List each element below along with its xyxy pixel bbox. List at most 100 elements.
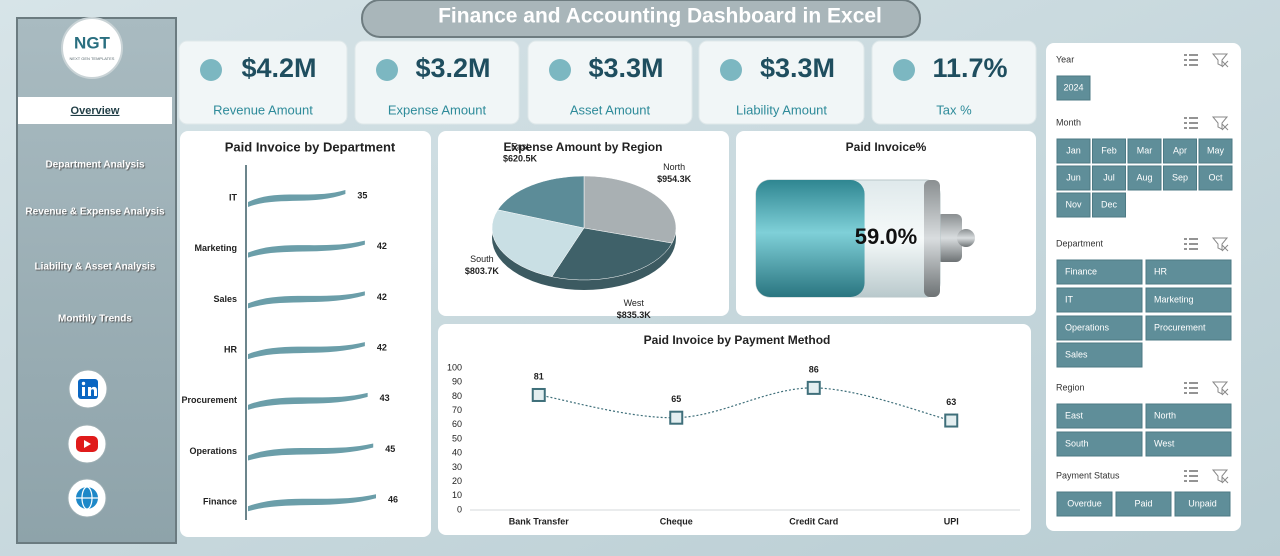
slicer-item[interactable]: Aug xyxy=(1136,172,1152,182)
slicer-item[interactable]: Jun xyxy=(1066,172,1081,182)
slicer-button[interactable] xyxy=(1163,138,1197,164)
panel xyxy=(180,131,431,537)
bar xyxy=(248,342,365,360)
y-tick-label: 0 xyxy=(457,504,462,514)
multi-select-icon[interactable] xyxy=(1184,470,1198,482)
slicer-item[interactable]: Sep xyxy=(1172,172,1188,182)
kpi-label: Revenue Amount xyxy=(213,102,313,117)
slicer-item[interactable]: Jul xyxy=(1103,172,1115,182)
slicer-item[interactable]: Unpaid xyxy=(1188,498,1217,508)
slicer-item[interactable]: Finance xyxy=(1065,266,1097,276)
clear-filter-icon[interactable] xyxy=(1211,237,1229,252)
slicer-button[interactable] xyxy=(1056,431,1143,457)
line xyxy=(538,387,952,422)
marker xyxy=(669,410,684,425)
slicer-item[interactable]: East xyxy=(1065,410,1084,420)
kpi-card xyxy=(871,40,1037,125)
bar xyxy=(248,240,365,258)
chart-title: Expense Amount by Region xyxy=(504,140,663,154)
slice-category: South xyxy=(470,254,494,264)
kpi-label: Tax % xyxy=(936,102,972,117)
nav-active[interactable] xyxy=(18,97,172,124)
clear-filter-icon[interactable] xyxy=(1211,381,1229,396)
slicer-item[interactable]: Mar xyxy=(1137,145,1153,155)
slicer-item[interactable]: Procurement xyxy=(1154,322,1206,332)
slicer-button[interactable] xyxy=(1163,165,1197,191)
data-label: 35 xyxy=(357,190,367,200)
clear-filter-icon[interactable] xyxy=(1211,53,1229,68)
slicer-button[interactable] xyxy=(1174,491,1231,517)
social-icons xyxy=(67,369,108,518)
slicer-button[interactable] xyxy=(1127,165,1162,191)
slicer-item[interactable]: Dec xyxy=(1101,199,1118,209)
kpi-label: Expense Amount xyxy=(388,102,487,117)
data-label: 46 xyxy=(388,495,398,505)
multi-select-icon[interactable] xyxy=(1184,382,1198,394)
category-label: Marketing xyxy=(194,243,237,253)
slicer-button[interactable] xyxy=(1092,138,1126,164)
kpi-card xyxy=(527,40,693,125)
slicer-button[interactable] xyxy=(1056,192,1091,218)
slicer-item[interactable]: Marketing xyxy=(1154,294,1194,304)
nav-item[interactable]: Monthly Trends xyxy=(58,314,132,325)
linkedin-glyph xyxy=(88,386,97,396)
slicer-button[interactable] xyxy=(1056,403,1143,429)
y-tick-label: 40 xyxy=(452,448,462,458)
slicer-item[interactable]: Operations xyxy=(1065,322,1110,332)
slicer-button[interactable] xyxy=(1198,138,1233,164)
slicer-button[interactable] xyxy=(1056,259,1143,285)
clear-filter-icon[interactable] xyxy=(1211,469,1229,484)
slicer-button[interactable] xyxy=(1198,165,1233,191)
battery-cap xyxy=(924,180,940,297)
slicer-item[interactable]: Apr xyxy=(1173,145,1187,155)
pie-slice xyxy=(497,175,585,229)
slicer-item[interactable]: West xyxy=(1154,438,1175,448)
nav-item[interactable]: Overview xyxy=(71,105,120,117)
slicer-item[interactable]: South xyxy=(1065,438,1089,448)
slicer-item[interactable]: North xyxy=(1154,410,1176,420)
slicer-button[interactable] xyxy=(1127,138,1162,164)
slicer-button[interactable] xyxy=(1056,138,1091,164)
slicer-item[interactable]: Jan xyxy=(1066,145,1081,155)
nav-item[interactable]: Department Analysis xyxy=(45,160,145,171)
nav-item[interactable]: Revenue & Expense Analysis xyxy=(25,207,165,218)
slicer-button[interactable] xyxy=(1092,192,1126,218)
slicer-button[interactable] xyxy=(1056,287,1143,313)
slicer-button[interactable] xyxy=(1145,403,1232,429)
slicer-button[interactable] xyxy=(1056,342,1143,368)
slicer-button[interactable] xyxy=(1056,491,1113,517)
slicer-item[interactable]: Feb xyxy=(1101,145,1117,155)
slicer-item[interactable]: 2024 xyxy=(1063,82,1083,92)
slicer-button[interactable] xyxy=(1115,491,1172,517)
kpi-value: $4.2M xyxy=(241,53,316,83)
y-tick-label: 10 xyxy=(452,490,462,500)
x-tick-label: Cheque xyxy=(660,516,693,526)
slicer-item[interactable]: Oct xyxy=(1208,172,1223,182)
multi-select-icon[interactable] xyxy=(1184,238,1198,250)
slicer-button[interactable] xyxy=(1145,287,1232,313)
slicer-item[interactable]: Paid xyxy=(1134,498,1152,508)
slicer-item[interactable]: HR xyxy=(1154,266,1167,276)
pie-slice xyxy=(551,227,673,281)
slicer-button[interactable] xyxy=(1056,315,1143,341)
multi-select-icon[interactable] xyxy=(1184,117,1198,129)
slicer-item[interactable]: Overdue xyxy=(1067,498,1102,508)
slicer-button[interactable] xyxy=(1145,315,1232,341)
y-tick-label: 70 xyxy=(452,405,462,415)
slicer-item[interactable]: Sales xyxy=(1065,349,1088,359)
slicer-button[interactable] xyxy=(1092,165,1126,191)
kpi-card xyxy=(698,40,865,125)
slicer-item[interactable]: May xyxy=(1207,145,1225,155)
clear-filter-icon[interactable] xyxy=(1211,116,1229,131)
multi-select-icon[interactable] xyxy=(1184,54,1198,66)
nav-item[interactable]: Liability & Asset Analysis xyxy=(35,262,156,273)
slicer-button[interactable] xyxy=(1056,165,1091,191)
slicer-item[interactable]: Nov xyxy=(1065,199,1082,209)
slicer-button[interactable] xyxy=(1145,431,1232,457)
logo-text: NGT xyxy=(74,33,111,52)
slicer-item[interactable]: IT xyxy=(1065,294,1074,304)
category-label: Procurement xyxy=(181,395,237,405)
slicer-button[interactable] xyxy=(1056,75,1091,101)
slicer-button[interactable] xyxy=(1145,259,1232,285)
data-label: 65 xyxy=(671,394,681,404)
